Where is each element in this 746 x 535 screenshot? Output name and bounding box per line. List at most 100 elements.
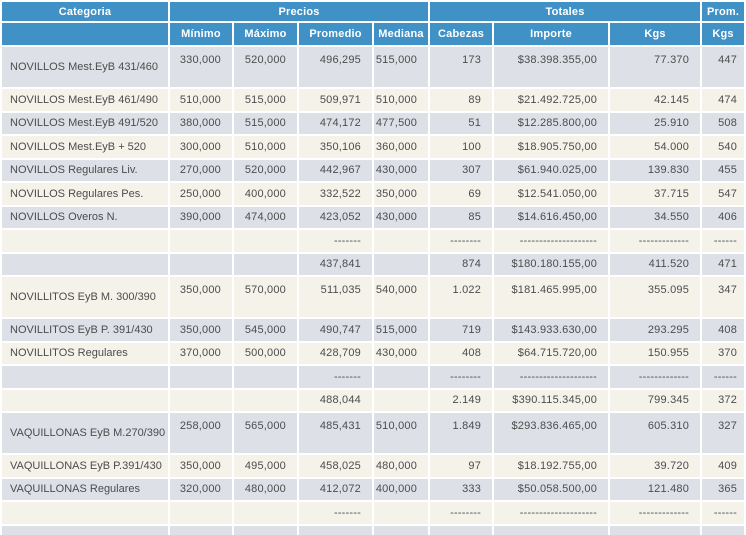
cell-minimo [170,366,232,388]
cell-maximo: 520,000 [234,159,297,181]
header-columns-row: Mínimo Máximo Promedio Mediana Cabezas I… [2,23,745,45]
cell-mediana: 430,000 [374,206,429,228]
cell-minimo [170,525,232,535]
header-prom-kgs: Kgs [702,23,745,45]
cell-promedio: 458,025 [299,455,372,477]
cell-minimo: 510,000 [170,89,232,111]
cell-maximo [234,389,297,411]
cell-minimo: 380,000 [170,112,232,134]
cell-importe: $390.115.345,00 [494,389,609,411]
cell-promedio: 488,044 [299,389,372,411]
cell-importe: $38.398.355,00 [494,47,609,87]
header-group-prom: Prom. [702,2,745,21]
cell-minimo [170,389,232,411]
cell-minimo: 270,000 [170,159,232,181]
cell-category: NOVILLOS Mest.EyB 431/460 [2,47,168,87]
cell-promedio: 474,172 [299,112,372,134]
table-row: NOVILLOS Overos N. 390,000 474,000 423,052 4… [2,206,745,228]
cell-prom-kgs: 327 [702,413,745,453]
cell-importe: $61.940.025,00 [494,159,609,181]
header-kgs: Kgs [610,23,701,45]
cell-promedio: 428,709 [299,342,372,364]
cell-kgs: 799.345 [610,389,701,411]
cell-maximo: 565,000 [234,413,297,453]
cell-category: VAQUILLONAS Regulares [2,478,168,500]
cell-prom-kgs: 372 [702,389,745,411]
cell-maximo: 520,000 [234,47,297,87]
cell-cabezas: -------- [430,366,493,388]
cell-minimo: 258,000 [170,413,232,453]
cell-promedio: 509,971 [299,89,372,111]
header-cabezas: Cabezas [430,23,493,45]
cell-maximo: 500,000 [234,342,297,364]
cell-minimo: 350,000 [170,319,232,341]
cell-mediana: 540,000 [374,277,429,317]
header-categoria: Categoria [2,2,168,21]
table-row: NOVILLITOS Regulares 370,000 500,000 428,70… [2,342,745,364]
cell-mediana: 510,000 [374,89,429,111]
cell-importe: $64.715.720,00 [494,342,609,364]
cell-category: NOVILLOS Mest.EyB 491/520 [2,112,168,134]
cell-cabezas: 100 [430,136,493,158]
table-row: ------- -------- -------------------- -----… [2,230,745,252]
cell-maximo: 474,000 [234,206,297,228]
cell-promedio: ------- [299,502,372,524]
cell-category [2,230,168,252]
cell-kgs: ------------- [610,502,701,524]
cell-promedio [299,525,372,535]
cell-cabezas: 85 [430,206,493,228]
cell-promedio: 496,295 [299,47,372,87]
cell-mediana: 430,000 [374,342,429,364]
table-row: ------- -------- -------------------- -----… [2,366,745,388]
cell-minimo: 370,000 [170,342,232,364]
cell-maximo: 510,000 [234,136,297,158]
header-mediana: Mediana [374,23,429,45]
cell-kgs: 605.310 [610,413,701,453]
cell-cabezas: 89 [430,89,493,111]
cell-mediana: 430,000 [374,159,429,181]
cell-cabezas: 307 [430,159,493,181]
cell-mediana [374,366,429,388]
cell-maximo [234,253,297,275]
header-importe: Importe [494,23,609,45]
cell-category: NOVILLOS Regulares Pes. [2,183,168,205]
cell-cabezas [430,525,493,535]
header-maximo: Máximo [234,23,297,45]
cell-maximo [234,230,297,252]
cell-kgs: 139.830 [610,159,701,181]
cell-cabezas: 408 [430,342,493,364]
table-row: NOVILLOS Mest.EyB + 520 300,000 510,000 350… [2,136,745,158]
cell-maximo: 495,000 [234,455,297,477]
cell-mediana [374,525,429,535]
cell-kgs: 54.000 [610,136,701,158]
cell-prom-kgs: ------ [702,502,745,524]
cell-importe: $293.836.465,00 [494,413,609,453]
header-group-row: Categoria Precios Totales Prom. [2,2,745,21]
cell-promedio: 511,035 [299,277,372,317]
cell-minimo: 300,000 [170,136,232,158]
cell-cabezas: 97 [430,455,493,477]
cell-promedio: ------- [299,366,372,388]
cell-kgs: ------------- [610,366,701,388]
cell-cabezas: 333 [430,478,493,500]
cell-promedio: 332,522 [299,183,372,205]
cell-mediana: 510,000 [374,413,429,453]
cell-mediana: 515,000 [374,47,429,87]
table-row [2,525,745,535]
cell-mediana: 400,000 [374,478,429,500]
table-body: NOVILLOS Mest.EyB 431/460 330,000 520,000 4… [2,47,745,535]
cell-cabezas: 173 [430,47,493,87]
table-row: VAQUILLONAS EyB P.391/430 350,000 495,000 4… [2,455,745,477]
cell-prom-kgs: 365 [702,478,745,500]
cell-kgs: 34.550 [610,206,701,228]
cell-minimo [170,253,232,275]
cell-kgs: 39.720 [610,455,701,477]
cell-promedio: 490,747 [299,319,372,341]
cell-category: NOVILLOS Mest.EyB + 520 [2,136,168,158]
table-row: NOVILLITOS EyB P. 391/430 350,000 545,000 4… [2,319,745,341]
table-row: 488,044 2.149 $390.115.345,00 799.345 372 [2,389,745,411]
cell-category: NOVILLOS Mest.EyB 461/490 [2,89,168,111]
cell-importe: -------------------- [494,502,609,524]
cell-prom-kgs: 408 [702,319,745,341]
